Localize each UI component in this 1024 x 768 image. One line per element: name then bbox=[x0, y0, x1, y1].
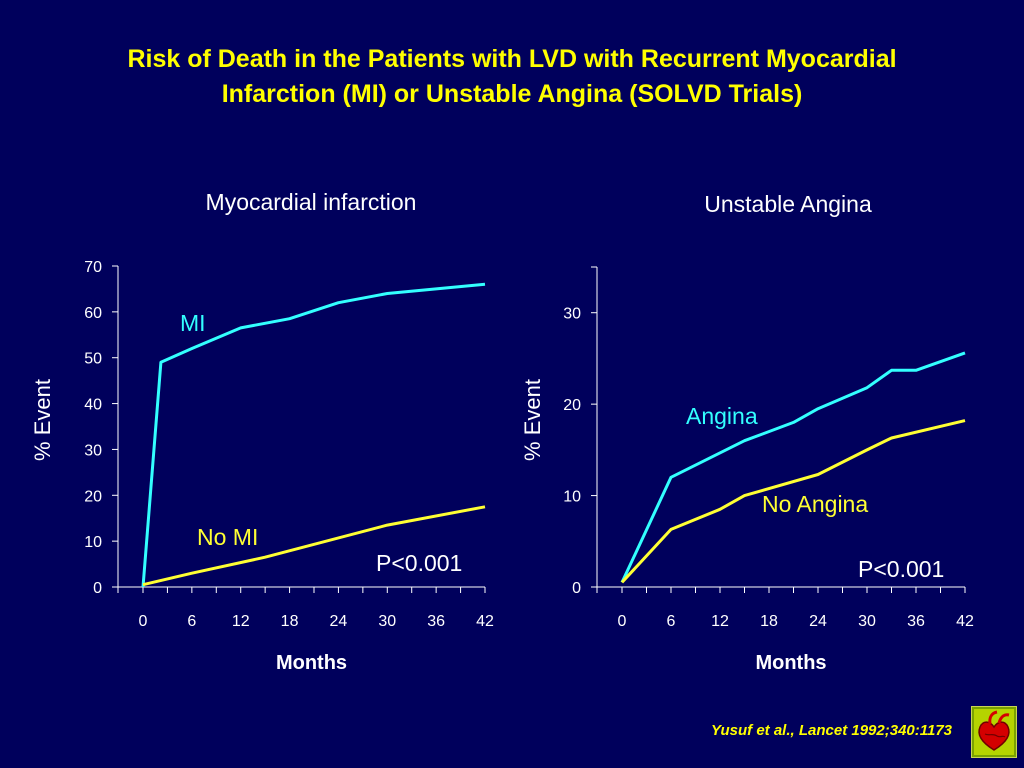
chart-title: Unstable Angina bbox=[704, 191, 872, 217]
slide-title-line-2: Infarction (MI) or Unstable Angina (SOLV… bbox=[221, 80, 803, 108]
y-tick-label: 50 bbox=[84, 351, 102, 368]
p-value-annotation: P<0.001 bbox=[858, 556, 944, 582]
series-line-no-angina bbox=[620, 419, 966, 584]
slide-title-line-1: Risk of Death in the Patients with LVD w… bbox=[127, 45, 897, 73]
citation: Yusuf et al., Lancet 1992;340:1173 bbox=[711, 722, 952, 739]
y-tick-label: 0 bbox=[93, 580, 102, 597]
x-tick-label: 12 bbox=[232, 613, 250, 630]
x-tick-label: 42 bbox=[956, 613, 974, 630]
x-tick-label: 0 bbox=[618, 613, 627, 630]
x-tick-label: 6 bbox=[667, 613, 676, 630]
y-axis-title: % Event bbox=[520, 379, 545, 461]
x-tick-label: 24 bbox=[330, 613, 348, 630]
series-label: MI bbox=[180, 310, 206, 336]
y-tick-label: 70 bbox=[84, 259, 102, 276]
chart-1: Myocardial infarction 0 10 20 30 40 50 60 70 0 6 12… bbox=[30, 189, 494, 674]
x-tick-label: 6 bbox=[187, 613, 196, 630]
chart-title: Myocardial infarction bbox=[206, 189, 417, 215]
y-tick-label: 20 bbox=[84, 488, 102, 505]
x-axis-title: Months bbox=[276, 652, 347, 674]
series-line-no-mi bbox=[142, 505, 486, 587]
heart-logo-icon bbox=[971, 706, 1017, 758]
series-label: No Angina bbox=[762, 491, 868, 517]
x-tick-label: 18 bbox=[281, 613, 299, 630]
y-tick-label: 10 bbox=[563, 489, 581, 506]
x-tick-label: 18 bbox=[760, 613, 778, 630]
chart-2: Unstable Angina 0 10 20 30 0 6 12 18 24 30 36 42 Mont… bbox=[520, 191, 974, 674]
series-line-mi bbox=[141, 282, 486, 588]
x-tick-label: 24 bbox=[809, 613, 827, 630]
x-tick-label: 12 bbox=[711, 613, 729, 630]
x-tick-label: 42 bbox=[476, 613, 494, 630]
x-tick-label: 30 bbox=[858, 613, 876, 630]
y-tick-label: 20 bbox=[563, 397, 581, 414]
x-tick-label: 36 bbox=[907, 613, 925, 630]
series-label: Angina bbox=[686, 403, 758, 429]
y-tick-label: 30 bbox=[84, 442, 102, 459]
x-tick-label: 30 bbox=[378, 613, 396, 630]
y-tick-label: 0 bbox=[572, 580, 581, 597]
x-tick-label: 0 bbox=[139, 613, 148, 630]
y-axis-title: % Event bbox=[30, 379, 55, 461]
x-axis-title: Months bbox=[755, 652, 826, 674]
slide-title: Risk of Death in the Patients with LVD w… bbox=[0, 42, 1024, 112]
x-tick-label: 36 bbox=[427, 613, 445, 630]
series-label: No MI bbox=[197, 524, 258, 550]
y-tick-label: 10 bbox=[84, 534, 102, 551]
p-value-annotation: P<0.001 bbox=[376, 550, 462, 576]
y-tick-label: 60 bbox=[84, 305, 102, 322]
series-line-angina bbox=[620, 351, 966, 584]
y-tick-label: 30 bbox=[563, 306, 581, 323]
y-tick-label: 40 bbox=[84, 397, 102, 414]
